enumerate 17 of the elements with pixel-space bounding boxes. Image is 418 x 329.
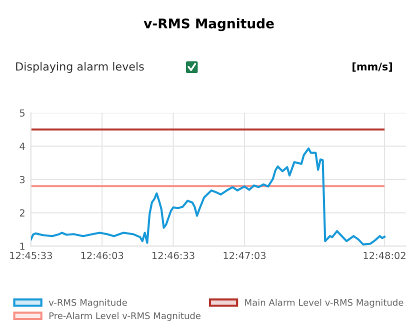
y-tick-label: 5 xyxy=(20,109,25,117)
x-tick-label: 12:45:33 xyxy=(10,252,52,260)
y-axis-title: [mm/s] xyxy=(352,62,392,72)
x-tick-label: 12:46:03 xyxy=(81,252,124,260)
y-tick-label: 1 xyxy=(20,242,24,250)
chart-title: v-RMS Magnitude xyxy=(144,18,274,32)
legend-label: Main Alarm Level v-RMS Magnitude xyxy=(245,298,404,308)
text: Displaying alarm levels xyxy=(16,62,144,73)
line-series xyxy=(30,147,386,246)
legend-label: Pre-Alarm Level v-RMS Magnitude xyxy=(49,312,200,321)
y-tick-label: 3 xyxy=(20,176,25,184)
x-tick-label: 12:46:33 xyxy=(152,252,194,260)
y-tick-label: 2 xyxy=(20,209,24,216)
legend-label: v-RMS Magnitude xyxy=(48,298,127,308)
y-tick-label: 4 xyxy=(20,142,25,150)
x-tick-label: 12:47:03 xyxy=(224,252,266,260)
x-tick-label: 12:48:02 xyxy=(364,252,406,260)
